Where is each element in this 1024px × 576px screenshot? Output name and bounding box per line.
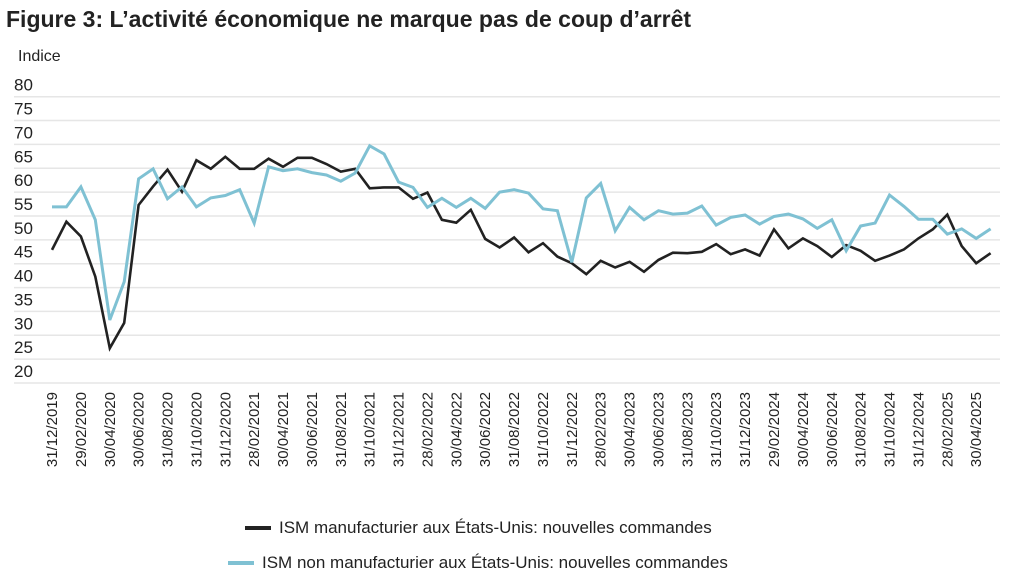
x-tick-label: 30/06/2022 — [477, 392, 494, 467]
y-tick-label: 45 — [14, 243, 33, 262]
y-tick-label: 80 — [14, 76, 33, 95]
series-lines — [50, 143, 992, 352]
x-tick-label: 30/06/2020 — [131, 392, 148, 467]
gridlines — [14, 95, 1000, 384]
x-tick-label: 30/04/2020 — [102, 392, 119, 467]
x-tick-label: 31/08/2022 — [506, 392, 523, 467]
x-tick-label: 31/08/2023 — [679, 392, 696, 467]
x-tick-label: 28/02/2022 — [419, 392, 436, 467]
x-tick-label: 31/10/2022 — [535, 392, 552, 467]
y-tick-labels: 80 75 70 65 60 55 50 45 40 35 30 25 20 — [14, 76, 33, 381]
x-tick-label: 30/04/2024 — [795, 392, 812, 467]
x-tick-label: 28/02/2023 — [593, 392, 610, 467]
x-tick-label: 29/02/2020 — [73, 392, 90, 467]
y-tick-label: 40 — [14, 267, 33, 286]
x-tick-label: 31/10/2023 — [708, 392, 725, 467]
x-tick-label: 30/06/2023 — [650, 392, 667, 467]
x-tick-label: 31/10/2021 — [362, 392, 379, 467]
x-tick-label: 29/02/2024 — [766, 392, 783, 467]
legend-item-non-manufacturing: ISM non manufacturier aux États-Unis: no… — [228, 553, 728, 573]
x-tick-label: 31/08/2021 — [333, 392, 350, 467]
x-tick-label: 30/04/2022 — [448, 392, 465, 467]
y-tick-label: 25 — [14, 338, 33, 357]
legend-swatch-black — [245, 526, 271, 530]
x-tick-label: 31/10/2024 — [882, 392, 899, 467]
legend-swatch-blue — [228, 561, 254, 565]
legend-label: ISM non manufacturier aux États-Unis: no… — [262, 553, 728, 572]
x-tick-label: 28/02/2025 — [939, 392, 956, 467]
x-tick-label: 31/10/2020 — [188, 392, 205, 467]
legend-item-manufacturing: ISM manufacturier aux États-Unis: nouvel… — [245, 518, 712, 538]
x-tick-label: 31/12/2023 — [737, 392, 754, 467]
x-tick-label: 30/04/2023 — [622, 392, 639, 467]
x-tick-label: 30/06/2024 — [824, 392, 841, 467]
y-tick-label: 30 — [14, 314, 33, 333]
x-tick-label: 30/04/2021 — [275, 392, 292, 467]
legend-label: ISM manufacturier aux États-Unis: nouvel… — [279, 518, 712, 537]
y-tick-label: 20 — [14, 362, 33, 381]
x-tick-label: 30/04/2025 — [968, 392, 985, 467]
x-tick-label: 31/12/2019 — [44, 392, 61, 467]
y-tick-label: 55 — [14, 195, 33, 214]
y-tick-label: 50 — [14, 219, 33, 238]
x-tick-label: 28/02/2021 — [246, 392, 263, 467]
x-tick-label: 31/12/2024 — [910, 392, 927, 467]
chart-title: Figure 3: L’activité économique ne marqu… — [6, 6, 692, 32]
x-tick-label: 31/12/2022 — [564, 392, 581, 467]
x-tick-label: 31/12/2021 — [391, 392, 408, 467]
y-axis-label: Indice — [18, 48, 61, 65]
y-tick-label: 70 — [14, 123, 33, 142]
y-tick-label: 65 — [14, 147, 33, 166]
series-line-manufacturing — [50, 155, 992, 352]
y-tick-label: 75 — [14, 100, 33, 119]
x-tick-label: 31/12/2020 — [217, 392, 234, 467]
x-tick-labels: 31/12/2019 29/02/2020 30/04/2020 30/06/2020… — [44, 392, 985, 467]
x-tick-label: 30/06/2021 — [304, 392, 321, 467]
x-tick-label: 31/08/2024 — [853, 392, 870, 467]
y-tick-label: 35 — [14, 290, 33, 309]
y-tick-label: 60 — [14, 171, 33, 190]
x-tick-label: 31/08/2020 — [160, 392, 177, 467]
series-line-non-manufacturing — [52, 143, 992, 321]
